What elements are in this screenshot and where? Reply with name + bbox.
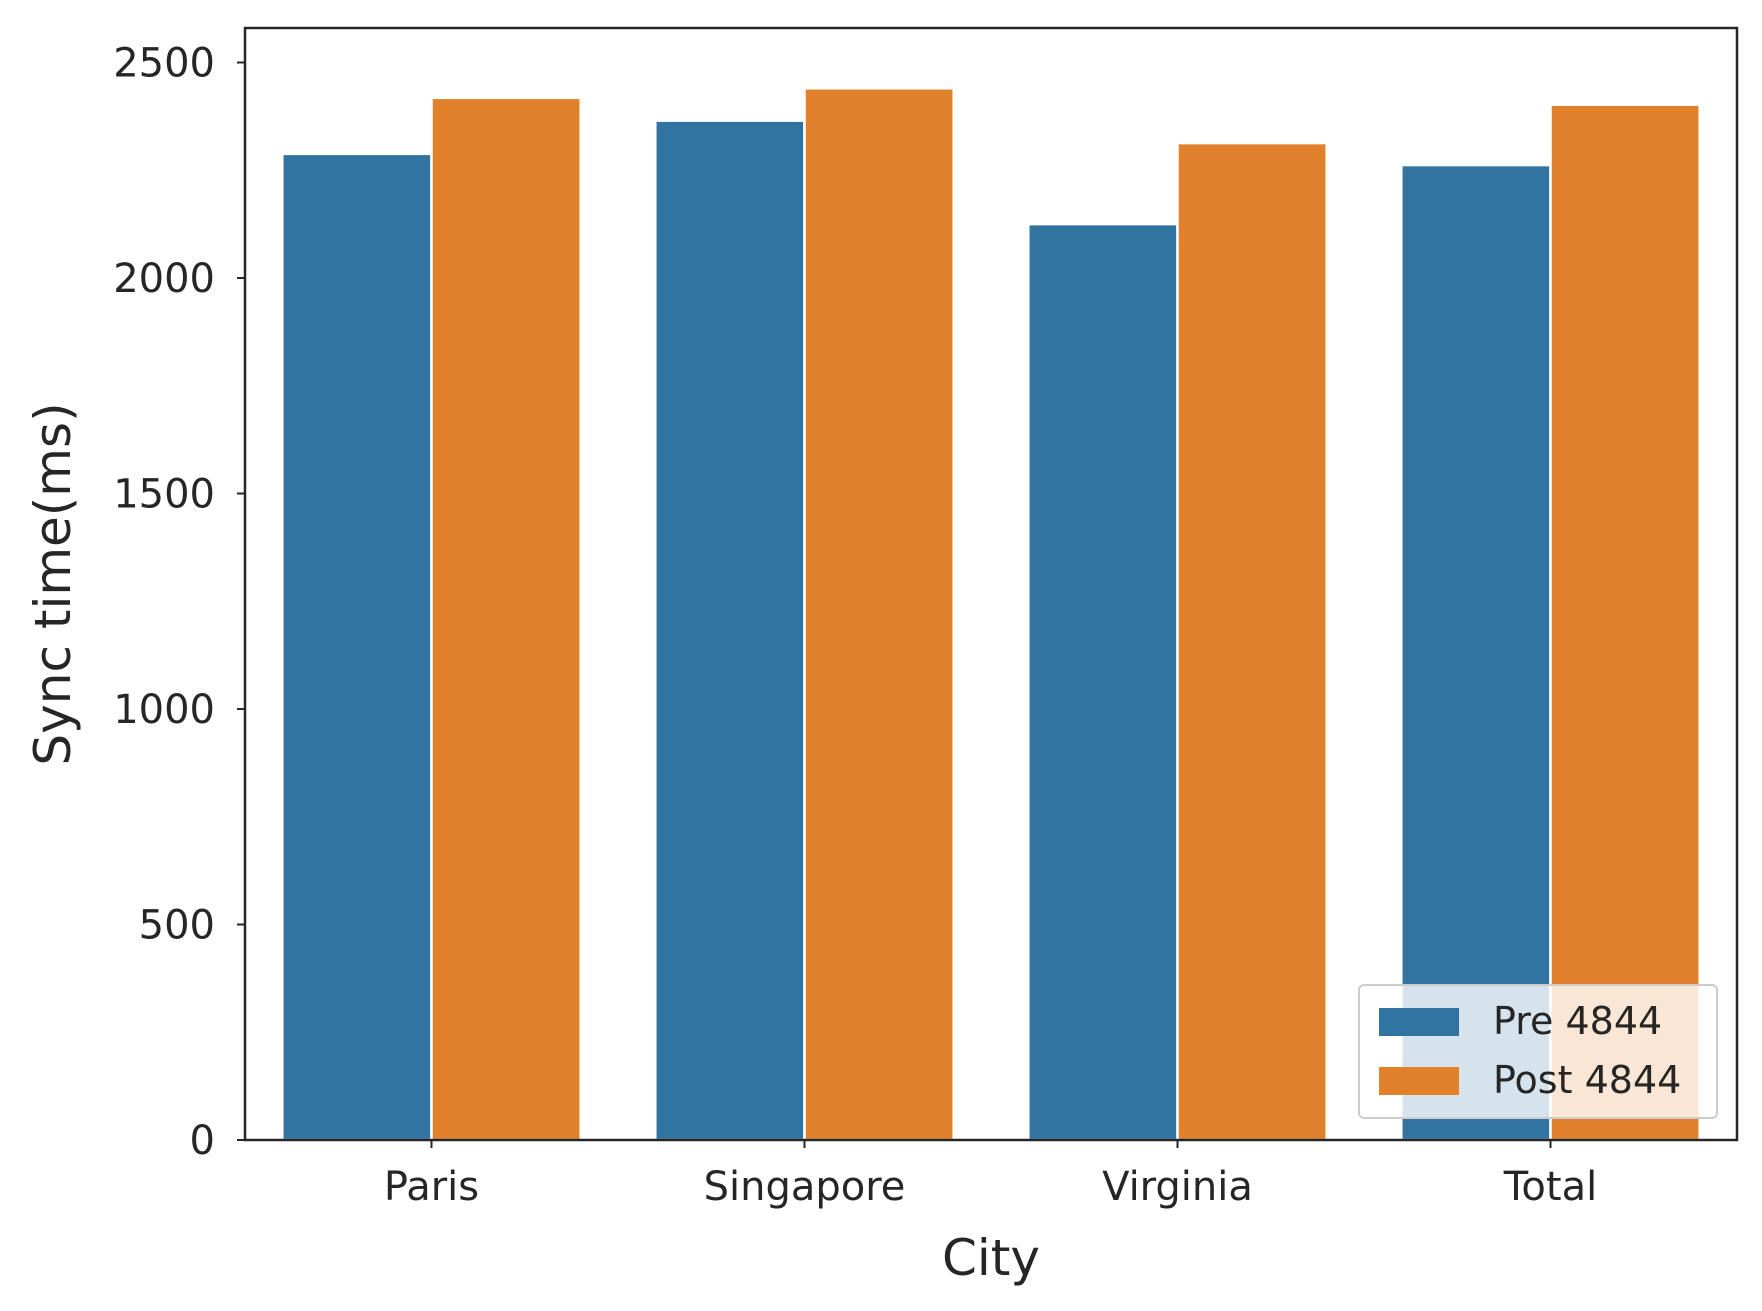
y-axis-ticks: 0 500 1000 1500 2000 2500 [113, 40, 245, 1164]
bars-group [281, 87, 1701, 1142]
bar-paris-post [430, 96, 582, 1142]
bar-virginia-post [1176, 141, 1328, 1142]
y-tick-label: 2000 [113, 256, 215, 302]
x-axis-label: City [942, 1229, 1040, 1287]
bar-virginia-pre [1027, 222, 1179, 1142]
y-tick-label: 0 [190, 1118, 215, 1164]
legend-swatch-post [1379, 1067, 1459, 1095]
bar-paris-pre [281, 152, 433, 1142]
y-tick-label: 1500 [113, 471, 215, 517]
plot-frame [243, 26, 1739, 1142]
x-axis-ticks: Paris Singapore Virginia Total [384, 1140, 1597, 1210]
x-tick-label-virginia: Virginia [1102, 1164, 1253, 1210]
legend-label-pre: Pre 4844 [1493, 999, 1662, 1043]
y-tick-label: 1000 [113, 687, 215, 733]
bar-singapore-post [803, 87, 955, 1142]
legend: Pre 4844 Post 4844 [1358, 984, 1718, 1119]
y-tick-label: 2500 [113, 40, 215, 86]
y-axis-label: Sync time(ms) [24, 402, 82, 765]
x-tick-label-singapore: Singapore [704, 1164, 906, 1210]
bar-total-post [1549, 103, 1701, 1142]
bar-total-pre [1400, 163, 1552, 1142]
x-tick-label-paris: Paris [384, 1164, 479, 1210]
x-tick-label-total: Total [1503, 1164, 1597, 1210]
y-tick-label: 500 [139, 902, 215, 948]
legend-swatch-pre [1379, 1008, 1459, 1036]
bar-singapore-pre [654, 119, 806, 1142]
legend-label-post: Post 4844 [1493, 1058, 1681, 1102]
